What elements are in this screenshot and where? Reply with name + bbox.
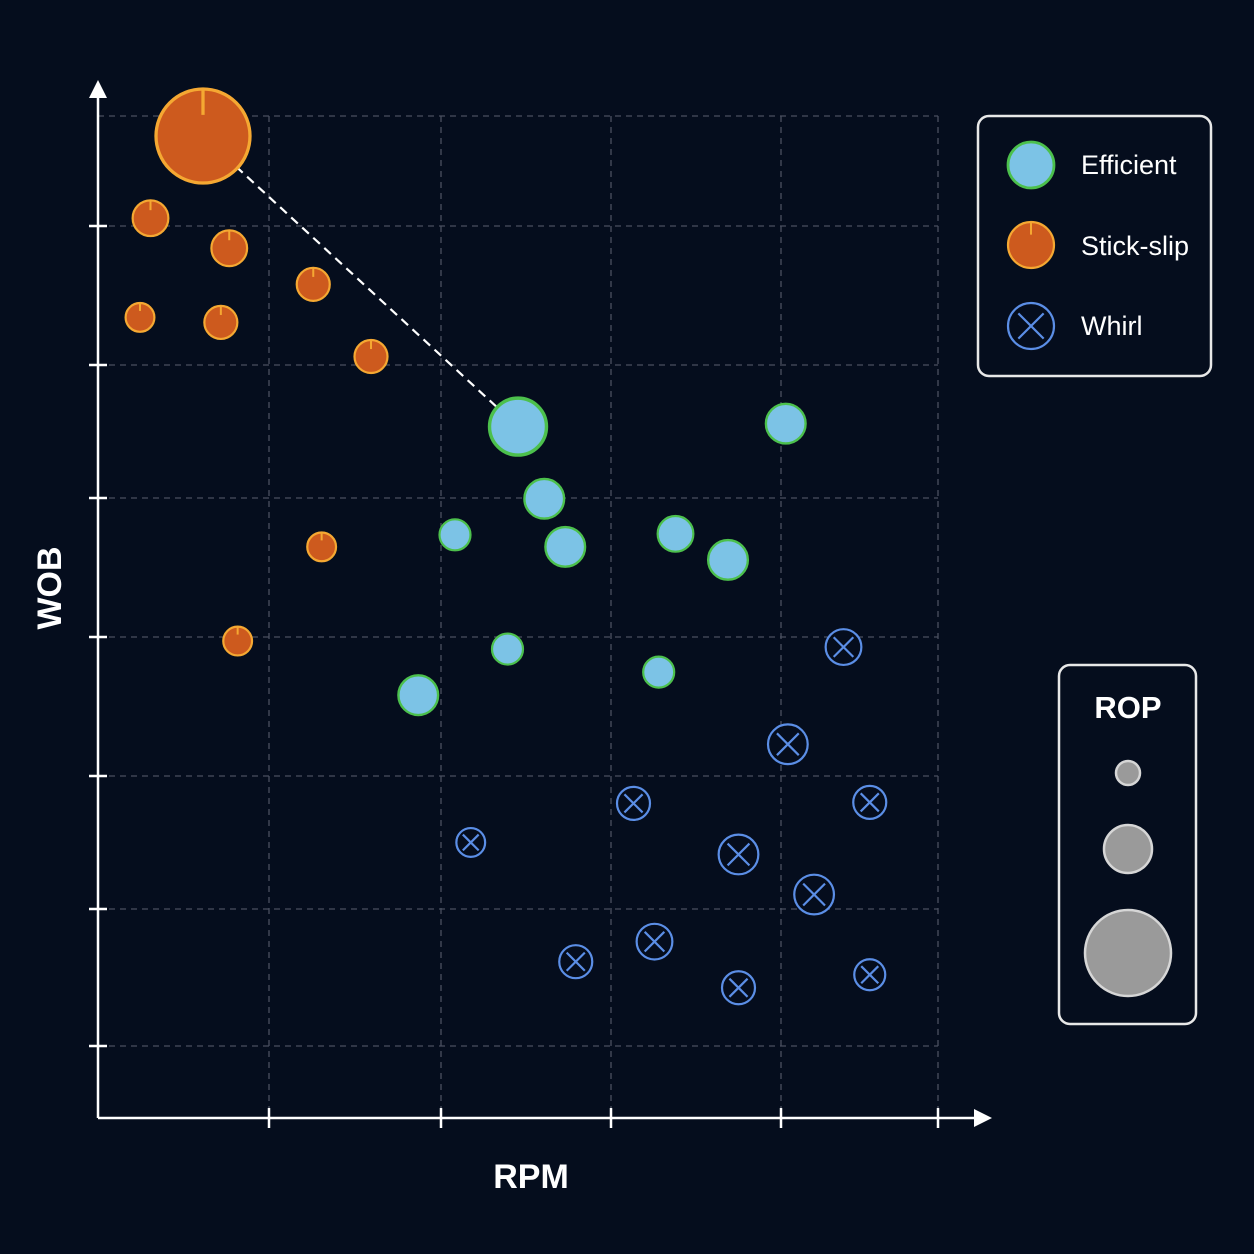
legend-label-efficient: Efficient [1081,150,1177,180]
point-efficient-body [764,402,807,445]
data-points [124,87,888,1006]
point-efficient-body [544,525,587,568]
x-axis-arrow [974,1109,992,1127]
point-efficient-body [438,518,472,552]
point-whirl [455,826,487,858]
legend-label-stick-slip: Stick-slip [1081,231,1189,261]
point-efficient [397,674,440,717]
point-whirl [824,628,863,667]
size-legend-circles [1083,759,1173,998]
point-whirl [615,785,652,821]
point-whirl-cross-b [776,732,800,756]
point-whirl-cross-b [623,793,644,814]
point-efficient [544,525,587,568]
point-stick-slip [203,304,239,341]
point-stick-slip [306,531,338,563]
point-whirl [852,784,888,820]
point-whirl-cross-b [802,882,826,907]
point-whirl [717,833,760,876]
point-whirl [720,970,757,1006]
point-whirl [558,944,594,980]
point-whirl-cross-b [643,931,666,953]
point-whirl [793,873,836,916]
point-efficient-body [642,655,676,689]
annotations [202,135,519,428]
point-whirl-cross-b [860,965,880,985]
point-efficient [764,402,807,445]
point-stick-slip [154,87,252,185]
legend: Efficient Stick-slip Whirl [976,114,1213,378]
legend-label-whirl: Whirl [1081,311,1143,341]
point-efficient-body [487,396,549,457]
point-stick-slip [295,266,331,302]
legend-marker-efficient-body [1006,140,1056,190]
size-legend-title: ROP [1094,690,1161,725]
point-stick-slip [353,338,389,375]
point-stick-slip [210,229,249,268]
y-axis-arrow [89,80,107,98]
point-efficient [706,538,750,581]
point-whirl-cross-b [726,842,751,867]
size-legend-circle [1114,759,1142,787]
point-whirl-cross-b [565,951,586,972]
point-stick-slip [124,301,156,333]
point-whirl-cross-b [462,833,480,852]
point-whirl-cross-b [728,977,749,998]
legend-marker-whirl [1006,301,1056,351]
y-axis-label: WOB [31,546,69,629]
point-whirl-cross-b [832,636,855,658]
legend-marker-stick-slip [1006,220,1056,270]
size-legend-circle [1102,823,1154,875]
point-whirl [766,723,809,766]
point-whirl [853,958,887,992]
grid [98,115,939,1118]
axes [89,80,992,1128]
point-efficient [656,514,695,553]
x-axis-label: RPM [493,1158,569,1196]
point-efficient [523,477,566,520]
legend-marker-efficient [1006,140,1056,190]
point-whirl-cross-b [859,792,880,813]
point-efficient-body [397,674,440,717]
point-efficient [438,518,472,552]
size-legend-circle [1083,908,1173,998]
point-stick-slip [222,625,254,657]
point-efficient-body [656,514,695,553]
legend-marker-whirl-cross-b [1017,312,1045,340]
size-legend: ROP [1057,663,1198,1026]
legend-markers [1006,140,1056,351]
point-efficient-body [523,477,566,520]
point-efficient [642,655,676,689]
point-stick-slip-body [154,87,252,185]
point-efficient [487,396,549,457]
point-efficient-body [490,632,525,666]
point-whirl [635,922,674,961]
point-stick-slip [131,199,170,238]
point-efficient [490,632,525,666]
point-efficient-body [706,538,750,581]
annotation-dashed-line [202,135,519,428]
